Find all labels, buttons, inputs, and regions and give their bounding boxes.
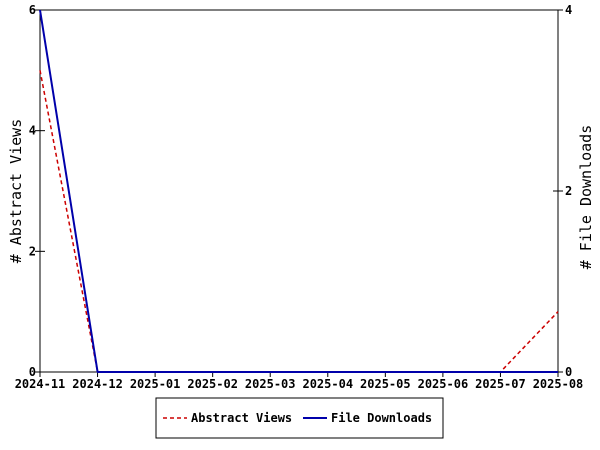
right-y-axis-title: # File Downloads xyxy=(577,125,595,270)
x-tick-label: 2025-02 xyxy=(187,377,238,391)
legend-box xyxy=(155,397,444,439)
x-axis-ticks: 2024-11 2024-12 2025-01 2025-02 2025-03 2025-… xyxy=(15,372,584,391)
right-y-tick-label: 4 xyxy=(565,3,572,17)
plot-area xyxy=(39,9,559,373)
x-tick-label: 2025-07 xyxy=(475,377,526,391)
left-y-tick-label: 2 xyxy=(29,244,36,258)
x-tick-label: 2025-06 xyxy=(418,377,469,391)
left-y-tick-label: 6 xyxy=(29,3,36,17)
x-tick-label: 2025-05 xyxy=(360,377,411,391)
x-tick-label: 2025-04 xyxy=(302,377,353,391)
x-tick-label: 2025-01 xyxy=(130,377,181,391)
legend: Abstract Views File Downloads xyxy=(155,397,444,439)
legend-label-file-downloads: File Downloads xyxy=(331,411,432,425)
right-y-tick-label: 2 xyxy=(565,184,572,198)
left-y-axis-title: # Abstract Views xyxy=(7,119,25,264)
legend-label-abstract-views: Abstract Views xyxy=(191,411,292,425)
left-y-axis-ticks: 0 2 4 6 xyxy=(29,3,45,379)
x-tick-label: 2025-08 xyxy=(533,377,584,391)
series-line-file-downloads xyxy=(39,9,558,373)
x-tick-label: 2025-03 xyxy=(245,377,296,391)
x-tick-label: 2024-12 xyxy=(72,377,123,391)
x-tick-label: 2024-11 xyxy=(15,377,66,391)
right-y-tick-label: 0 xyxy=(565,365,572,379)
left-y-tick-label: 4 xyxy=(29,124,36,138)
series-lines xyxy=(39,9,559,373)
left-y-tick-label: 0 xyxy=(29,365,36,379)
